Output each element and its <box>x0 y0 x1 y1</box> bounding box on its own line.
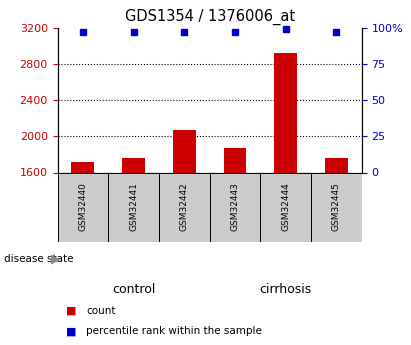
Bar <box>72 161 94 172</box>
FancyBboxPatch shape <box>159 172 210 242</box>
FancyBboxPatch shape <box>58 172 108 242</box>
FancyBboxPatch shape <box>210 172 260 242</box>
Text: GSM32445: GSM32445 <box>332 183 341 231</box>
Text: GSM32440: GSM32440 <box>79 183 88 231</box>
Text: percentile rank within the sample: percentile rank within the sample <box>86 326 262 336</box>
Text: GSM32443: GSM32443 <box>231 183 240 231</box>
FancyBboxPatch shape <box>260 172 311 242</box>
Bar <box>122 158 145 172</box>
Text: ▶: ▶ <box>51 252 61 265</box>
Text: disease state: disease state <box>4 254 74 264</box>
Text: GSM32441: GSM32441 <box>129 183 138 231</box>
Text: control: control <box>112 283 155 296</box>
Text: ■: ■ <box>66 306 76 315</box>
Bar <box>274 53 297 172</box>
Text: cirrhosis: cirrhosis <box>259 283 312 296</box>
FancyBboxPatch shape <box>108 172 159 242</box>
Bar <box>173 130 196 172</box>
Bar <box>325 158 348 172</box>
FancyBboxPatch shape <box>311 172 362 242</box>
Text: GSM32442: GSM32442 <box>180 183 189 231</box>
Text: GSM32444: GSM32444 <box>281 183 290 231</box>
Bar <box>224 148 246 172</box>
Title: GDS1354 / 1376006_at: GDS1354 / 1376006_at <box>125 9 295 25</box>
Text: ■: ■ <box>66 326 76 336</box>
Text: count: count <box>86 306 116 315</box>
